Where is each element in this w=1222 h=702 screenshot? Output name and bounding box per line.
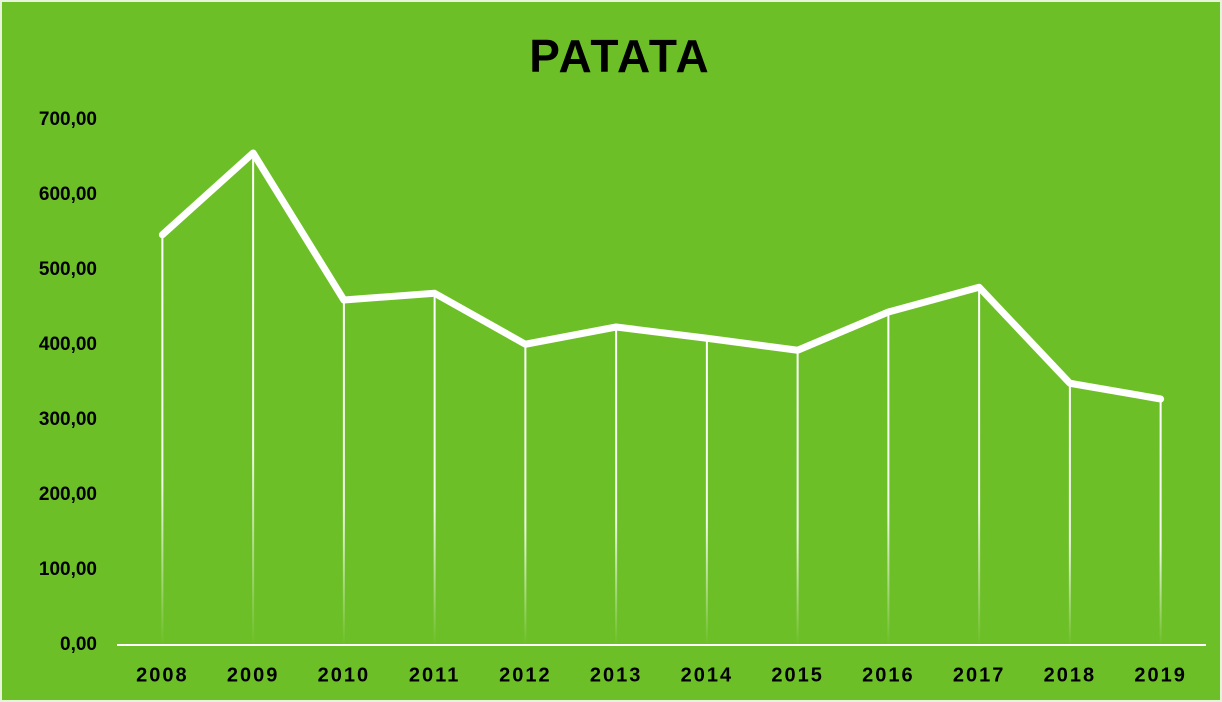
x-tick-label: 2008 [136,664,189,686]
x-tick-label: 2014 [681,664,734,686]
x-tick-label: 2018 [1044,664,1097,686]
drop-line [342,300,345,645]
x-tick-label: 2013 [590,664,643,686]
y-tick-label: 100,00 [39,559,97,580]
y-tick-label: 400,00 [39,334,97,355]
drop-line [161,234,164,645]
drop-line [252,153,255,645]
x-tick-label: 2016 [862,664,915,686]
drop-line [524,344,527,645]
drop-line [887,312,890,645]
x-tick-label: 2019 [1134,664,1187,686]
y-tick-label: 200,00 [39,484,97,505]
drop-line [978,287,981,645]
drop-line [1068,383,1071,645]
x-tick-label: 2010 [318,664,371,686]
y-tick-label: 700,00 [39,109,97,130]
drop-line [1159,399,1162,645]
x-tick-label: 2011 [409,664,460,686]
series-line [158,149,1165,403]
x-tick-label: 2017 [953,664,1006,686]
chart-title: PATATA [529,30,710,82]
y-tick-label: 0,00 [60,634,97,655]
drop-line [615,327,618,645]
drop-line [705,338,708,645]
x-tick-label: 2009 [227,664,280,686]
drop-line [796,350,799,645]
drop-line [433,293,436,645]
y-tick-label: 600,00 [39,184,97,205]
x-tick-label: 2015 [771,664,824,686]
y-tick-label: 500,00 [39,259,97,280]
x-tick-label: 2012 [499,664,552,686]
y-tick-label: 300,00 [39,409,97,430]
